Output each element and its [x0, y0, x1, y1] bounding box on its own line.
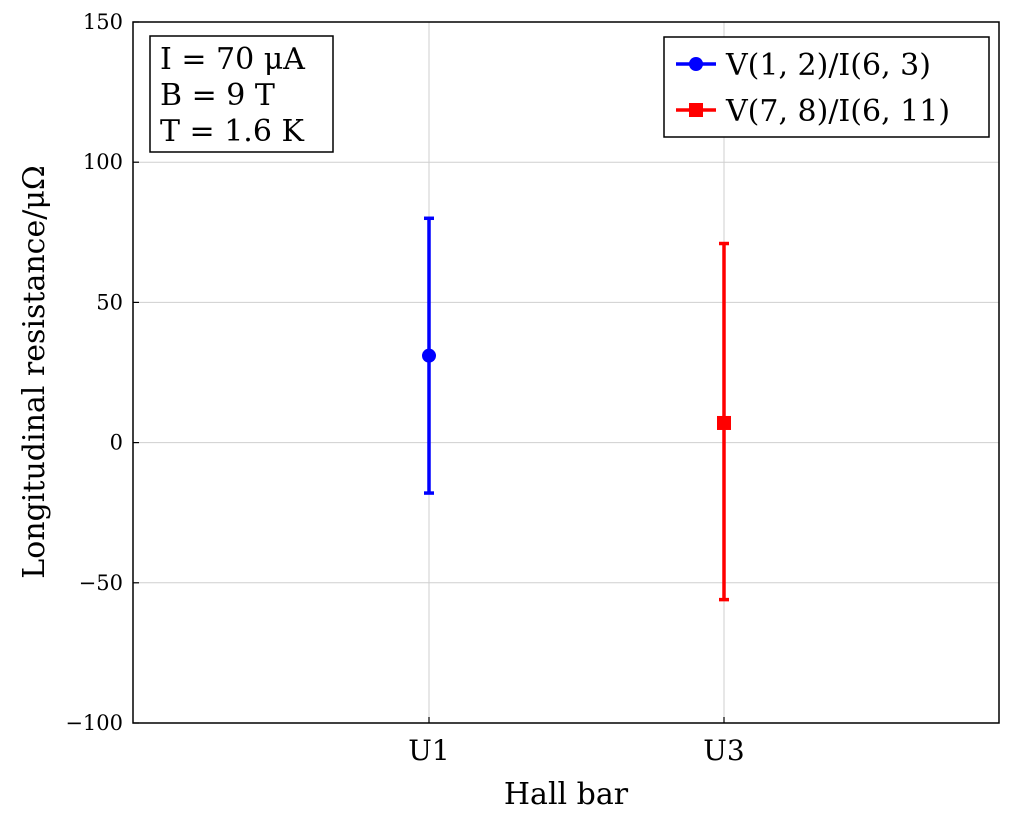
legend-marker-series-2 — [689, 103, 703, 117]
data-point-series-1 — [422, 348, 436, 363]
x-tick-labels: U1 U3 — [408, 734, 744, 767]
marks-layer — [422, 216, 731, 602]
x-tick-label: U3 — [703, 734, 744, 767]
annotation-box: I = 70 μA B = 9 T T = 1.6 K — [149, 35, 334, 153]
legend-marker-series-1 — [689, 57, 703, 71]
y-tick-label: 100 — [83, 150, 123, 174]
legend-label-series-1: V(1, 2)/I(6, 3) — [725, 48, 931, 83]
x-tick-label: U1 — [408, 734, 449, 767]
annotation-temperature: T = 1.6 K — [160, 114, 304, 149]
data-point-series-2 — [717, 415, 731, 430]
plot-frame — [132, 21, 1000, 724]
y-axis-title: Longitudinal resistance/μΩ — [17, 165, 52, 578]
y-tick-label: 0 — [110, 431, 123, 455]
y-tick-label: −50 — [79, 571, 123, 595]
y-tick-labels: −100 −50 0 50 100 150 — [65, 10, 123, 735]
y-tick-label: 150 — [83, 10, 123, 34]
legend-label-series-2: V(7, 8)/I(6, 11) — [725, 94, 950, 129]
x-axis-title: Hall bar — [504, 777, 629, 812]
annotation-field: B = 9 T — [160, 78, 275, 113]
y-tick-label: −100 — [65, 711, 123, 735]
annotation-current: I = 70 μA — [160, 42, 305, 77]
legend: V(1, 2)/I(6, 3) V(7, 8)/I(6, 11) — [663, 36, 990, 138]
y-tick-label: 50 — [96, 290, 123, 314]
